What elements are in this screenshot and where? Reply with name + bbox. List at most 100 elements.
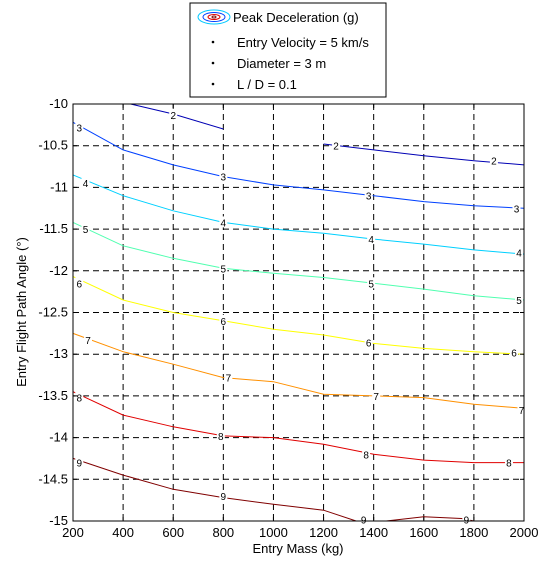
y-tick-label: -12 [49, 263, 68, 278]
contour-label-4: 4 [368, 235, 374, 246]
y-tick-labels: -10 -10.5 -11 -11.5 -12 -12.5 -13 -13.5 -14 -14.5… [38, 96, 68, 528]
contour-label-9: 9 [221, 492, 227, 503]
legend-contour-icon [197, 9, 231, 25]
contour-label-4: 4 [516, 248, 522, 259]
contour-line-5 [72, 221, 525, 301]
x-tick-labels: 200 400 600 800 1000 1200 1400 1600 1800 2000 [62, 525, 538, 540]
contour-label-bg [504, 456, 513, 468]
y-tick-label: -13 [49, 346, 68, 361]
contour-label-2: 2 [333, 142, 339, 153]
y-tick-label: -14 [49, 430, 68, 445]
contour-label-bg [489, 154, 498, 166]
contour-label-bg [509, 346, 518, 358]
contour-label-bg [367, 233, 376, 245]
contour-label-3: 3 [76, 123, 82, 134]
contour-label-4: 4 [83, 179, 89, 190]
contour-label-7: 7 [226, 374, 232, 385]
contour-label-6: 6 [221, 317, 227, 328]
x-tick-label: 1600 [409, 525, 438, 540]
contour-label-bg [169, 108, 178, 120]
y-tick-label: -10.5 [38, 138, 68, 153]
contour-label-bg [362, 448, 371, 460]
contour-label-5: 5 [368, 279, 374, 290]
contour-label-9: 9 [76, 459, 82, 470]
x-tick-label: 600 [162, 525, 184, 540]
x-axis-label: Entry Mass (kg) [252, 541, 343, 556]
contour-label-bg [332, 139, 341, 151]
contour-label-6: 6 [511, 349, 517, 360]
legend: Peak Deceleration (g) Entry Velocity = 5… [189, 2, 387, 98]
y-tick-label: -13.5 [38, 388, 68, 403]
x-tick-label: 1400 [359, 525, 388, 540]
x-tick-label: 1800 [459, 525, 488, 540]
contour-label-bg [367, 277, 376, 289]
contour-label-7: 7 [373, 392, 379, 403]
contour-label-bg [75, 456, 84, 468]
legend-box [189, 2, 387, 98]
contour-label-6: 6 [76, 279, 82, 290]
contour-label-bg [75, 277, 84, 289]
contour-label-7: 7 [519, 406, 525, 417]
contour-label-6: 6 [366, 339, 372, 350]
contour-label-3: 3 [366, 192, 372, 203]
contour-label-4: 4 [221, 218, 227, 229]
x-tick-label: 1200 [309, 525, 338, 540]
contour-label-bg [219, 489, 228, 501]
contour-label-bg [364, 189, 373, 201]
contour-line-8 [72, 391, 524, 464]
legend-label-peak-deceleration: Peak Deceleration (g) [233, 10, 359, 25]
contour-label-2: 2 [491, 157, 497, 168]
contour-label-bg [75, 391, 84, 403]
contour-label-8: 8 [506, 459, 512, 470]
contour-label-bg [81, 223, 90, 235]
contour-label-bg [219, 262, 228, 274]
contour-label-bg [517, 404, 526, 416]
contour-label-bg [219, 216, 228, 228]
contour-label-2: 2 [170, 111, 176, 122]
grid [73, 104, 524, 521]
contour-label-bg [81, 177, 90, 189]
legend-label-diameter: Diameter = 3 m [237, 56, 326, 71]
legend-label-lift-to-drag: L / D = 0.1 [237, 77, 297, 92]
x-tick-label: 2000 [510, 525, 539, 540]
x-tick-label: 400 [112, 525, 134, 540]
contour-label-8: 8 [363, 450, 369, 461]
contour-label-5: 5 [83, 225, 89, 236]
contour-line-6 [72, 276, 525, 355]
x-tick-label: 200 [62, 525, 84, 540]
contour-label-bg [219, 314, 228, 326]
contour-label-8: 8 [76, 394, 82, 405]
contour-label-5: 5 [221, 264, 227, 275]
contour-label-8: 8 [218, 432, 224, 443]
y-tick-label: -15 [49, 513, 68, 528]
legend-dot-icon [211, 82, 215, 86]
legend-label-entry-velocity: Entry Velocity = 5 km/s [237, 35, 369, 50]
y-tick-label: -12.5 [38, 305, 68, 320]
contour-label-7: 7 [85, 336, 91, 347]
contour-label-bg [359, 513, 368, 525]
contour-label-bg [216, 429, 225, 441]
x-tick-label: 1000 [259, 525, 288, 540]
contour-label-bg [514, 246, 523, 258]
contour-line-3 [72, 121, 525, 209]
y-tick-label: -11.5 [39, 221, 68, 236]
axis-ticks [72, 103, 525, 522]
contour-label-bg [219, 170, 228, 182]
contour-label-3: 3 [514, 204, 520, 215]
legend-dot-icon [211, 61, 215, 65]
contour-label-bg [75, 121, 84, 133]
contour-line-4 [72, 174, 525, 255]
contour-label-3: 3 [221, 173, 227, 184]
y-tick-label: -14.5 [38, 471, 68, 486]
contour-label-bg [514, 293, 523, 305]
legend-dot-icon [211, 40, 215, 44]
y-tick-label: -10 [49, 96, 68, 111]
contour-label-bg [372, 389, 381, 401]
x-tick-label: 800 [212, 525, 234, 540]
contour-line-7 [72, 332, 525, 409]
contour-label-5: 5 [516, 296, 522, 307]
y-axis-label: Entry Flight Path Angle (°) [14, 237, 29, 387]
y-tick-label: -11 [50, 179, 68, 194]
